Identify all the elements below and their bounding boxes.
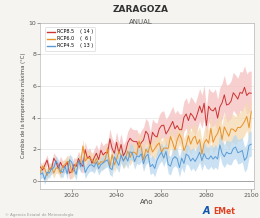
Y-axis label: Cambio de la temperatura máxima (°C): Cambio de la temperatura máxima (°C) xyxy=(20,53,25,158)
Text: ZARAGOZA: ZARAGOZA xyxy=(112,5,168,14)
Text: A: A xyxy=(203,206,210,216)
Text: EMet: EMet xyxy=(213,207,235,216)
Legend: RCP8.5    ( 14 ), RCP6.0    (  6 ), RCP4.5    ( 13 ): RCP8.5 ( 14 ), RCP6.0 ( 6 ), RCP4.5 ( 13… xyxy=(45,27,95,51)
Text: © Agencia Estatal de Meteorología: © Agencia Estatal de Meteorología xyxy=(5,213,74,217)
X-axis label: Año: Año xyxy=(140,199,154,205)
Text: ANUAL: ANUAL xyxy=(128,19,152,25)
